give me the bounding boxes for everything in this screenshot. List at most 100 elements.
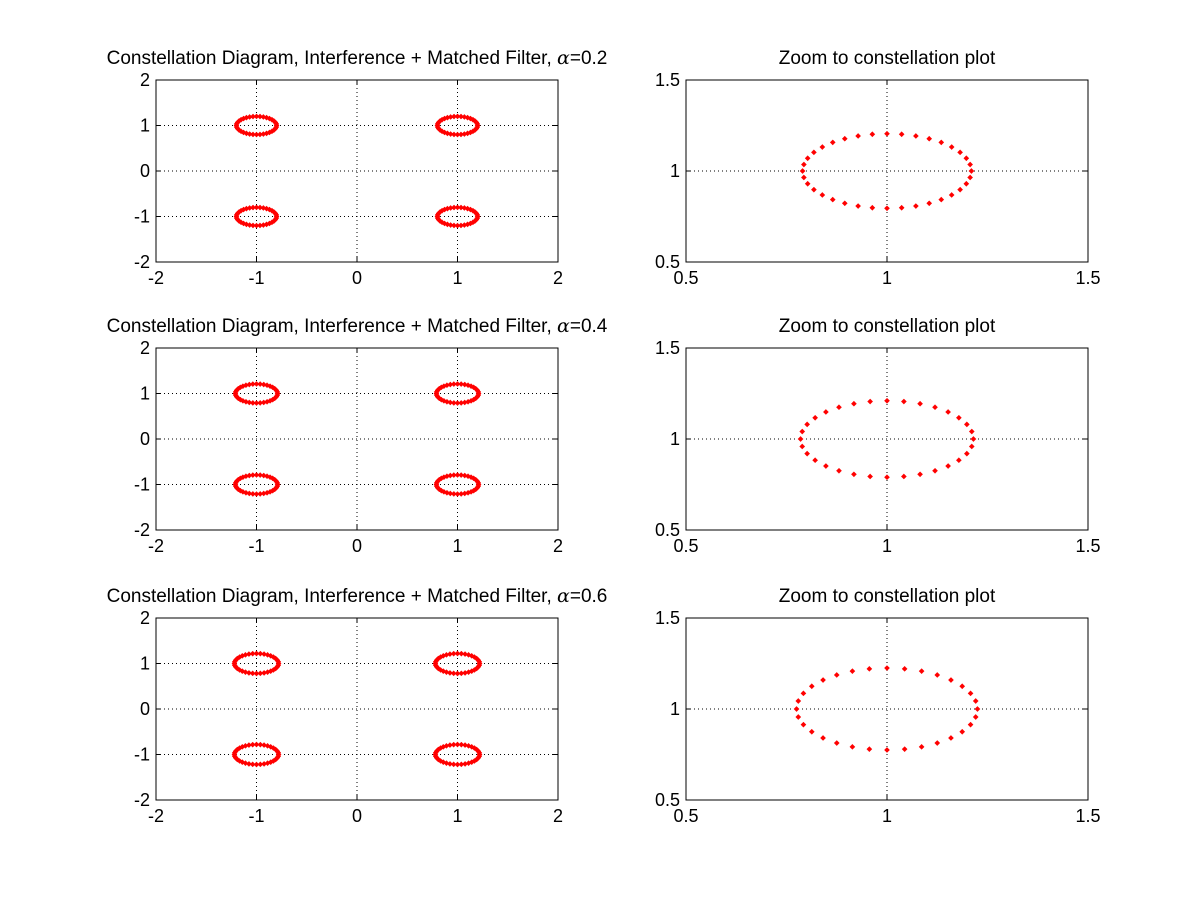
data-point	[447, 742, 453, 748]
x-tick-label: -2	[148, 536, 164, 556]
subplot-6: 0.5 1 1.5 0.5 1 1.5 Zoom to constellation plot	[655, 586, 1101, 826]
data-point	[799, 443, 806, 450]
data-point	[454, 472, 461, 478]
data-point	[243, 130, 250, 137]
data-point	[957, 186, 963, 193]
data-point	[901, 746, 908, 752]
subplot-title-main: Zoom to constellation plot	[779, 586, 996, 607]
x-tick-label: -2	[148, 268, 164, 288]
data-point	[246, 131, 253, 137]
data-point	[849, 744, 856, 750]
data-point	[454, 113, 461, 120]
subplot-title-symbol: α	[557, 315, 570, 337]
data-point	[476, 662, 483, 669]
y-tick-label: 1	[140, 384, 150, 404]
data-point	[918, 744, 925, 750]
data-point	[799, 428, 806, 435]
y-tick-label: -2	[134, 790, 150, 810]
data-point	[253, 113, 260, 120]
x-tick-label: -1	[248, 806, 264, 826]
data-point	[934, 740, 941, 746]
data-point	[444, 398, 450, 405]
data-point	[841, 135, 848, 142]
data-point	[250, 113, 256, 120]
x-tick-label: 0.5	[673, 268, 698, 288]
data-point	[833, 740, 840, 746]
data-point	[948, 144, 955, 150]
data-point	[437, 745, 444, 751]
y-tick-label: 1	[670, 161, 680, 181]
subplot-title: Constellation Diagram, Interference + Ma…	[107, 585, 608, 607]
data-point	[811, 186, 817, 193]
subplot-title-main: Constellation Diagram, Interference + Ma…	[107, 316, 557, 337]
data-point	[274, 483, 281, 489]
data-point	[243, 398, 249, 405]
x-tick-label: 1	[882, 536, 892, 556]
data-point	[938, 139, 945, 146]
data-point	[441, 129, 448, 136]
series-1	[232, 381, 482, 497]
data-point	[237, 396, 244, 403]
data-point	[450, 650, 457, 657]
data-point	[855, 133, 861, 139]
data-point	[812, 414, 818, 421]
x-tick-label: 0.5	[673, 806, 698, 826]
axes-frame	[685, 347, 1089, 531]
data-point	[797, 436, 804, 442]
data-point	[249, 650, 256, 657]
data-point	[956, 414, 962, 421]
data-point	[253, 472, 260, 478]
subplot-title-suffix: =0.2	[570, 48, 608, 69]
data-point	[274, 392, 281, 398]
data-point	[257, 741, 264, 748]
data-point	[932, 467, 938, 474]
data-point	[250, 131, 256, 138]
data-point	[249, 761, 256, 768]
x-tick-label: 2	[553, 536, 563, 556]
y-tick-label: 0	[140, 429, 150, 449]
data-point	[968, 168, 975, 174]
data-point	[851, 400, 857, 407]
data-point	[250, 491, 256, 497]
data-point	[236, 745, 243, 751]
data-point	[444, 473, 450, 480]
subplot-title: Constellation Diagram, Interference + Ma…	[107, 315, 608, 337]
data-point	[447, 670, 453, 676]
data-point	[240, 488, 246, 495]
data-point	[804, 421, 810, 428]
data-point	[913, 133, 919, 139]
data-point	[236, 654, 243, 660]
data-point	[253, 381, 260, 387]
data-point	[454, 761, 461, 768]
data-point	[253, 761, 260, 768]
y-tick-label: 1.5	[655, 70, 680, 90]
data-point	[901, 473, 907, 480]
data-point	[948, 677, 954, 683]
data-point	[811, 149, 817, 156]
data-point	[240, 129, 247, 136]
data-point	[441, 488, 447, 495]
data-point	[795, 714, 802, 720]
data-point	[450, 670, 457, 677]
data-point	[804, 450, 810, 457]
data-point	[836, 467, 842, 474]
data-point	[443, 669, 450, 675]
subplot-title: Zoom to constellation plot	[779, 48, 996, 69]
data-point	[440, 653, 447, 659]
x-tick-label: 2	[553, 268, 563, 288]
data-point	[918, 668, 925, 674]
x-tick-label: 0	[352, 268, 362, 288]
data-point	[851, 471, 857, 478]
axes-frame	[155, 79, 559, 263]
data-point	[884, 205, 890, 212]
axes-frame	[685, 79, 1089, 263]
data-point	[804, 155, 811, 162]
subplot-title: Constellation Diagram, Interference + Ma…	[107, 47, 608, 69]
data-point	[819, 144, 826, 150]
data-point	[447, 131, 454, 137]
data-point	[884, 747, 890, 753]
